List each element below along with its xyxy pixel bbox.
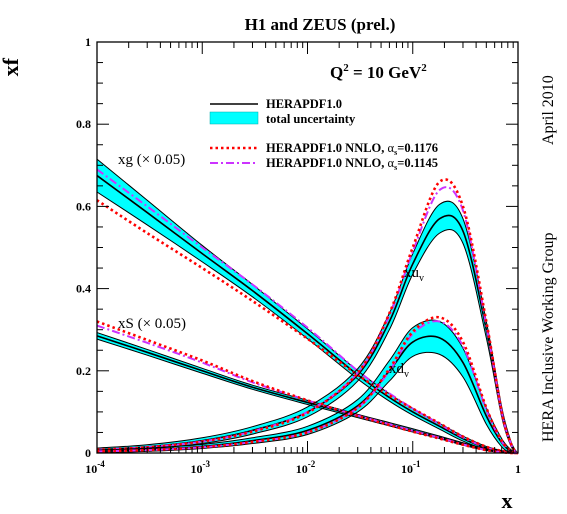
y-tick-label: 0.8 [76,117,91,131]
y-tick-label: 0 [85,446,91,460]
scale-label: Q2 = 10 GeV2 [330,62,427,82]
legend-nnlo1-label: HERAPDF1.0 NNLO, αs=0.1176 [266,141,438,157]
legend-band-label: total uncertainty [266,112,356,126]
annotation-xS: xS (× 0.05) [118,316,186,332]
uncertainty-bands [97,159,518,454]
y-tick-label: 0.4 [76,282,91,296]
x-axis-label: x [502,488,513,513]
x-tick-label: 10-4 [85,459,105,476]
legend-nnlo2-label: HERAPDF1.0 NNLO, αs=0.1145 [266,156,438,172]
side-text-group: HERA Inclusive Working Group [540,232,557,442]
legend-band-swatch [209,111,259,125]
annotation-xuv: xuv [404,265,424,284]
y-tick-label: 0.6 [76,199,91,213]
x-tick-label: 10-2 [296,459,316,476]
x-tick-label: 10-1 [401,459,421,476]
band-lower-xdv [96,351,519,454]
y-axis-label: xf [0,57,23,76]
nnlo2-xuv [96,186,519,454]
annotation-xg: xg (× 0.05) [118,152,185,168]
y-tick-label: 0.2 [76,364,91,378]
axes: 10-4 10-3 10-2 10-1 1 0 0.2 0.4 0.6 0.8 1 [76,35,521,476]
chart-title: H1 and ZEUS (prel.) [245,15,396,34]
nnlo1-xS [96,320,518,455]
nnlo1-xuv [96,178,519,455]
band-xdv [97,320,518,454]
legend: HERAPDF1.0 total uncertainty HERAPDF1.0 … [209,97,438,172]
legend-central-label: HERAPDF1.0 [266,97,342,111]
nnlo1-xg [96,199,519,455]
side-text-date: April 2010 [540,75,557,145]
band-upper-xuv [96,200,519,454]
x-tick-label: 10-3 [191,459,211,476]
x-tick-label: 1 [515,462,521,476]
y-tick-label: 1 [85,35,91,49]
annotation-xdv: xdv [389,361,409,380]
